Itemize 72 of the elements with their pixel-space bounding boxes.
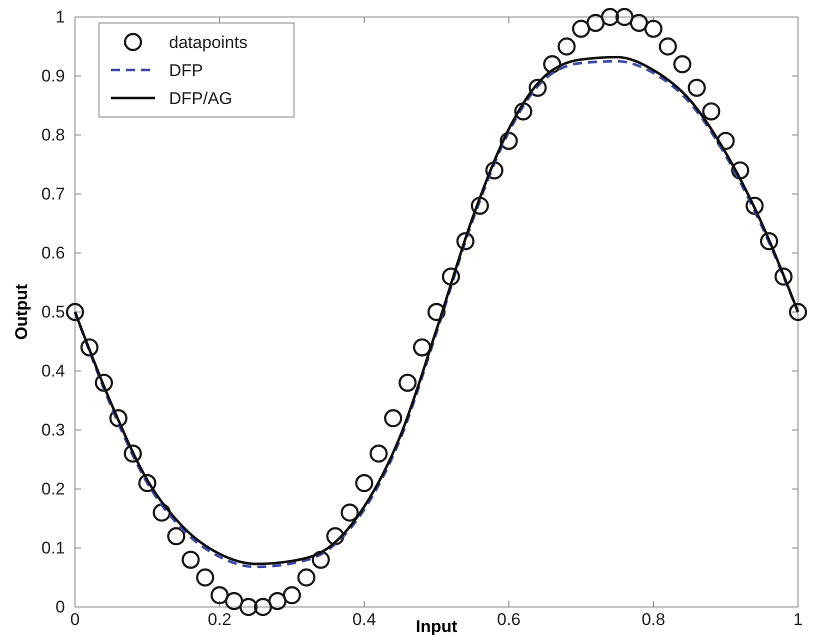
point [340,504,359,522]
point [109,409,128,428]
point [427,302,446,322]
point [485,161,504,180]
x-tick-label: 0.6 [496,610,521,630]
y-tick-label: 0.4 [41,361,65,380]
point [167,527,186,546]
point [398,374,417,392]
point [514,102,532,120]
point [239,598,258,616]
point [470,196,489,215]
point [254,598,272,616]
point [384,409,402,428]
point [746,196,764,215]
point [152,504,171,522]
point [297,568,316,587]
point [355,474,374,492]
y-tick-label: 0.3 [41,420,65,440]
point [644,20,662,38]
x-tick-label: 1 [793,610,803,630]
point [543,55,562,74]
y-tick-label: 0.9 [41,66,65,86]
legend-label: DFP/AG [169,89,232,108]
point [658,37,677,56]
y-tick-label: 0.5 [41,302,65,322]
y-tick-label: 0.7 [41,184,65,204]
point [586,14,605,32]
point [94,374,113,392]
point [196,568,214,587]
point [615,8,634,26]
point [760,232,778,250]
point [124,444,142,463]
point [630,14,648,32]
y-tick-label: 0.6 [41,243,65,262]
x-tick-label: 0 [70,610,80,630]
point [66,302,84,322]
point [268,592,287,610]
point [558,37,576,56]
point [138,474,156,492]
y-tick-label: 0.1 [41,538,65,558]
point [282,586,301,604]
point [370,444,388,463]
point [210,586,229,604]
point [788,302,808,322]
point [224,592,244,610]
legend-label: datapoints [169,33,248,52]
point [442,268,460,286]
point [456,232,474,250]
legend-label: DFP [169,61,203,80]
x-tick-label: 0.8 [642,610,666,630]
point [326,527,344,546]
point [702,102,720,120]
point [312,550,330,569]
x-tick-label: 0.2 [208,610,232,630]
y-tick-label: 1 [56,7,65,26]
point [688,78,706,97]
point [500,132,518,150]
point [182,550,200,569]
point [572,20,590,38]
y-tick-label: 0.2 [41,479,65,498]
point [412,338,432,356]
point [80,338,99,356]
point [528,78,547,97]
point [600,8,620,26]
x-tick-label: 0.4 [352,610,376,630]
point [716,132,735,150]
point [673,55,692,74]
y-tick-label: 0.8 [41,125,65,144]
y-tick-label: 0 [56,597,65,616]
point [774,268,793,286]
y-axis-title: Output [12,284,31,340]
point [731,161,750,180]
